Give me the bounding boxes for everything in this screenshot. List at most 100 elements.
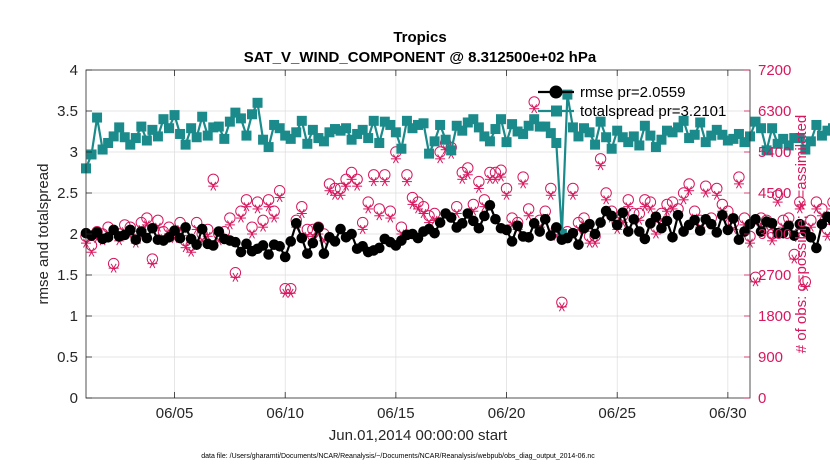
- rmse-marker: [257, 240, 269, 251]
- obs-assimilated-marker: [258, 222, 269, 232]
- obs-possible-marker: [362, 196, 374, 208]
- rmse-marker: [711, 227, 723, 238]
- totalspread-marker: [628, 131, 639, 142]
- totalspread-marker: [374, 137, 385, 148]
- y-tick-label-right: 6300: [758, 103, 791, 120]
- y-tick-label-right: 5400: [758, 144, 791, 161]
- y-tick-label-right: 4500: [758, 185, 791, 202]
- obs-possible-marker: [600, 187, 612, 199]
- rmse-marker: [434, 217, 446, 228]
- totalspread-marker: [291, 127, 302, 138]
- obs-possible-marker: [500, 182, 513, 195]
- y-tick-label-left: 4: [70, 62, 78, 79]
- obs-assimilated-marker: [811, 204, 822, 214]
- obs-possible-marker: [473, 175, 485, 188]
- obs-assimilated-marker: [208, 181, 219, 191]
- obs-assimilated-marker: [324, 186, 335, 196]
- obs-possible-marker: [428, 207, 441, 220]
- totalspread-marker: [401, 115, 412, 126]
- totalspread-marker: [258, 134, 269, 145]
- totalspread-marker: [396, 143, 407, 154]
- x-tick-label: 06/05: [156, 405, 194, 422]
- totalspread-marker: [822, 125, 830, 136]
- totalspread-marker: [811, 119, 822, 130]
- obs-possible-marker: [251, 196, 264, 208]
- rmse-marker: [490, 213, 501, 225]
- totalspread-marker: [274, 123, 285, 134]
- obs-possible-marker: [257, 214, 269, 227]
- rmse-marker: [805, 231, 817, 243]
- rmse-marker: [512, 220, 523, 232]
- obs-possible-marker: [423, 210, 435, 222]
- obs-assimilated-marker: [496, 172, 506, 182]
- totalspread-marker: [650, 142, 661, 153]
- totalspread-marker: [595, 116, 606, 127]
- totalspread-marker: [805, 136, 816, 147]
- rmse-marker: [534, 226, 546, 237]
- obs-possible-marker: [622, 194, 634, 206]
- rmse-marker: [169, 225, 180, 237]
- totalspread-marker: [717, 129, 728, 140]
- obs-possible-marker: [345, 166, 358, 179]
- obs-assimilated-marker: [180, 243, 191, 253]
- obs-assimilated-marker: [567, 190, 578, 200]
- obs-assimilated-marker: [269, 213, 280, 223]
- x-tick-label: 06/20: [488, 405, 526, 422]
- totalspread-marker: [346, 134, 357, 145]
- totalspread-marker: [545, 128, 556, 139]
- obs-assimilated-marker: [590, 238, 601, 248]
- totalspread-marker: [368, 115, 379, 126]
- obs-possible-marker: [777, 214, 789, 227]
- totalspread-marker: [435, 119, 446, 130]
- rmse-marker: [147, 222, 158, 234]
- totalspread-marker: [158, 114, 169, 125]
- rmse-marker: [373, 242, 385, 254]
- totalspread-marker: [457, 125, 468, 136]
- rmse-marker: [124, 224, 136, 236]
- obs-possible-marker: [528, 96, 540, 108]
- totalspread-marker: [706, 130, 717, 141]
- totalspread-marker: [235, 113, 246, 124]
- totalspread-marker: [678, 115, 689, 126]
- legend-rmse-marker: [549, 85, 563, 99]
- obs-possible-marker: [301, 223, 314, 236]
- rmse-marker: [733, 234, 745, 246]
- obs-possible-marker: [246, 221, 258, 233]
- obs-assimilated-marker: [230, 272, 241, 282]
- obs-assimilated-marker: [235, 213, 246, 223]
- totalspread-marker: [136, 121, 147, 132]
- obs-possible-marker: [152, 214, 164, 227]
- obs-possible-marker: [451, 200, 463, 213]
- obs-possible-marker: [240, 194, 253, 206]
- totalspread-marker: [230, 107, 241, 118]
- totalspread-marker: [390, 127, 401, 138]
- totalspread-marker: [141, 135, 152, 146]
- obs-assimilated-marker: [733, 179, 744, 189]
- rmse-marker: [285, 236, 297, 247]
- rmse-marker: [230, 236, 241, 248]
- rmse-marker: [589, 228, 601, 240]
- rmse-marker: [661, 215, 673, 227]
- totalspread-marker: [584, 127, 595, 138]
- obs-possible-marker: [794, 196, 806, 208]
- totalspread-marker: [302, 138, 313, 149]
- rmse-marker: [816, 218, 828, 230]
- totalspread-marker: [473, 122, 484, 133]
- legend-rmse-label: rmse pr=2.0559: [580, 84, 685, 101]
- y-tick-label-left: 0: [70, 390, 78, 407]
- obs-assimilated-marker: [678, 195, 689, 205]
- obs-assimilated-marker: [352, 181, 363, 191]
- rmse-marker: [313, 222, 324, 233]
- y-tick-label-left: 0.5: [57, 349, 78, 366]
- rmse-marker: [694, 225, 706, 237]
- totalspread-marker: [778, 133, 789, 144]
- obs-assimilated-marker: [545, 190, 556, 200]
- totalspread-marker: [468, 114, 479, 125]
- rmse-marker: [811, 242, 822, 254]
- totalspread-marker: [523, 120, 534, 131]
- totalspread-marker: [573, 131, 584, 142]
- rmse-marker: [689, 214, 700, 226]
- legend: rmse pr=2.0559 totalspread pr=3.2101: [538, 84, 726, 120]
- obs-possible-marker: [716, 198, 729, 211]
- totalspread-marker: [756, 123, 767, 134]
